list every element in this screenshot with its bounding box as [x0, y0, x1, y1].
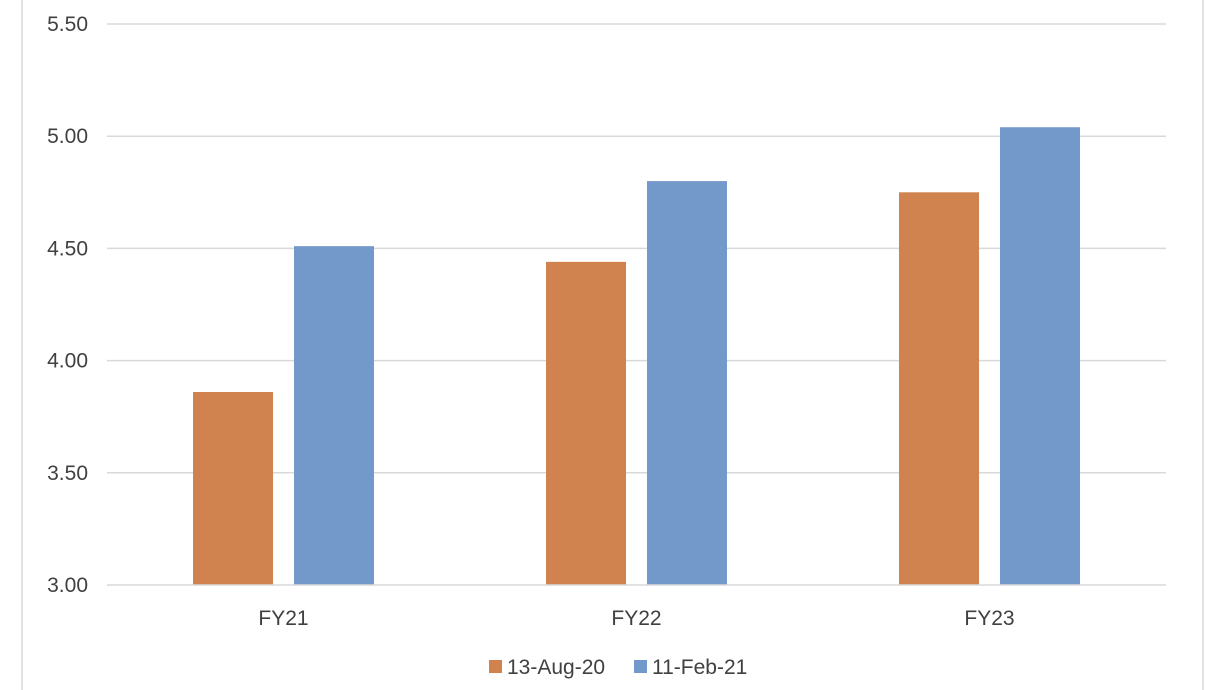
legend-swatch — [634, 660, 647, 673]
x-tick-label: FY21 — [258, 607, 308, 630]
y-tick-label: 4.50 — [47, 237, 88, 260]
bar-fy23-series-1 — [899, 192, 979, 586]
y-tick-label: 3.00 — [47, 574, 88, 597]
bar-fy22-series-1 — [546, 261, 626, 585]
y-tick-label: 3.50 — [47, 462, 88, 485]
y-tick-label: 5.50 — [47, 13, 88, 36]
bar-fy21-series-2 — [294, 246, 374, 585]
bars — [193, 127, 1080, 586]
x-tick-label: FY22 — [611, 607, 661, 630]
y-tick-label: 5.00 — [47, 125, 88, 148]
x-tick-label: FY23 — [964, 607, 1014, 630]
gridlines — [107, 23, 1166, 474]
y-tick-label: 4.00 — [47, 350, 88, 373]
bar-fy21-series-1 — [193, 392, 273, 585]
y-axis-tick-labels: 3.00 3.50 4.00 4.50 5.00 5.50 — [47, 13, 88, 597]
bar-fy22-series-2 — [647, 181, 727, 585]
legend: 13-Aug-20 11-Feb-21 — [489, 656, 747, 679]
x-axis-tick-labels: FY21 FY22 FY23 — [258, 607, 1014, 630]
bar-fy23-series-2 — [1000, 127, 1080, 585]
legend-label: 13-Aug-20 — [507, 656, 605, 679]
legend-swatch — [489, 660, 502, 673]
legend-label: 11-Feb-21 — [652, 656, 747, 679]
